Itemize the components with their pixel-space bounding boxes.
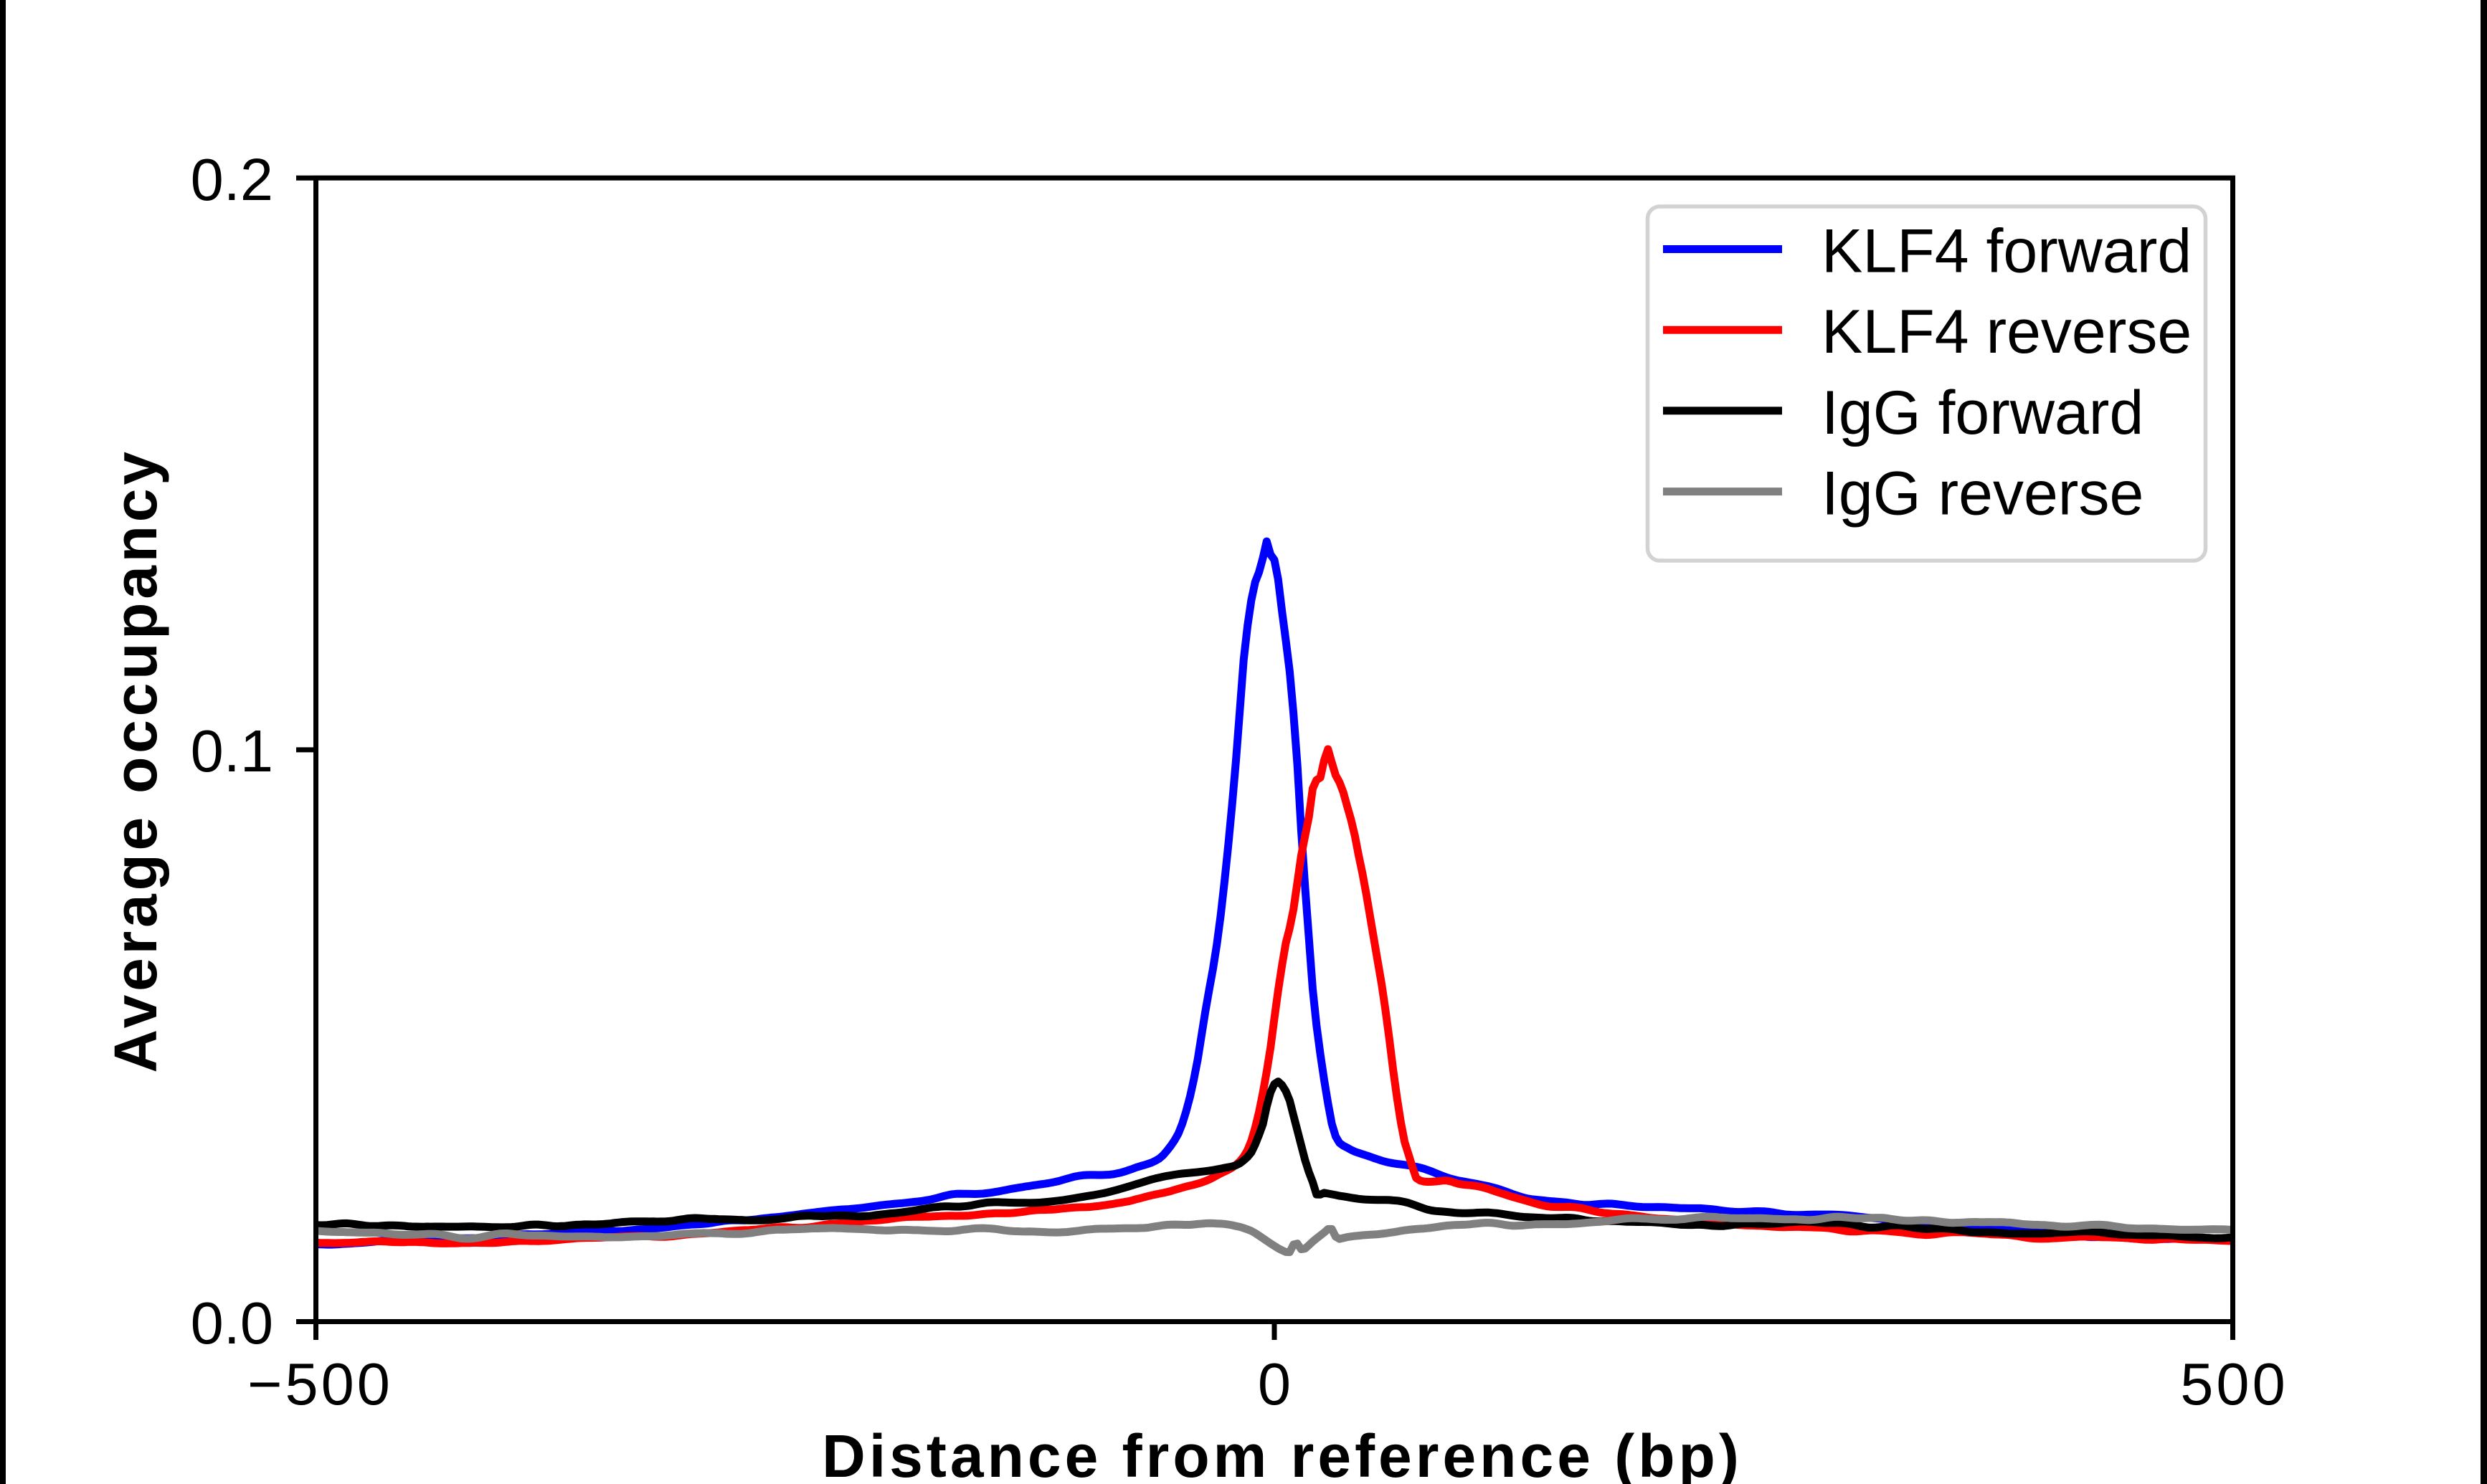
svg-text:0.2: 0.2 [191, 146, 273, 213]
svg-text:Distance from reference (bp): Distance from reference (bp) [822, 1422, 1743, 1484]
svg-text:500: 500 [2180, 1351, 2288, 1417]
svg-text:KLF4 reverse: KLF4 reverse [1822, 298, 2192, 366]
svg-text:Average occupancy: Average occupancy [102, 448, 169, 1072]
svg-text:−500: −500 [247, 1351, 393, 1417]
svg-text:0.1: 0.1 [191, 718, 273, 784]
svg-text:KLF4 forward: KLF4 forward [1822, 217, 2192, 286]
svg-text:IgG forward: IgG forward [1822, 379, 2143, 447]
svg-text:IgG reverse: IgG reverse [1822, 460, 2143, 528]
svg-text:0.0: 0.0 [191, 1290, 273, 1356]
svg-text:0: 0 [1258, 1351, 1294, 1417]
